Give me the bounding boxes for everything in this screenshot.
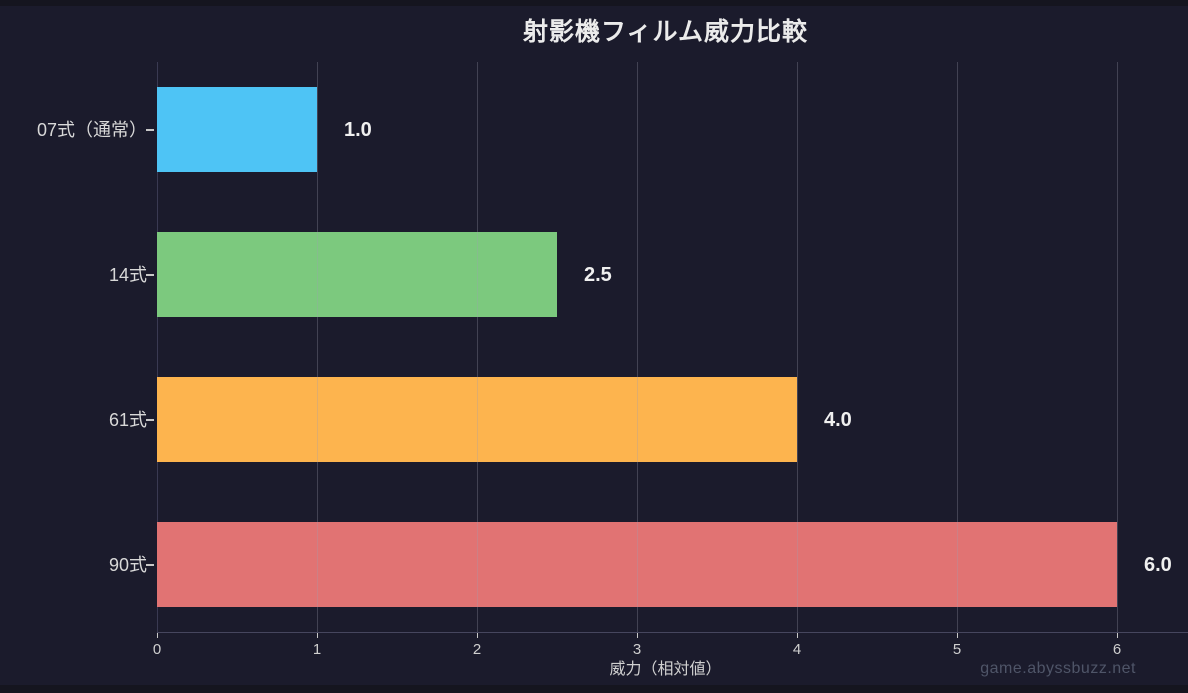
x-tick-mark (477, 633, 478, 638)
top-edge-strip (0, 0, 1188, 6)
x-tick-label: 4 (792, 641, 802, 658)
bar-07式（通常） (157, 87, 317, 172)
bar-14式 (157, 232, 557, 317)
gridline (797, 62, 798, 632)
x-tick-label: 3 (632, 641, 642, 658)
y-tick-label: 90式 (108, 555, 147, 575)
bar-value-label: 2.5 (584, 264, 612, 286)
y-tick-label: 07式（通常） (36, 120, 147, 140)
gridline (477, 62, 478, 632)
gridline (637, 62, 638, 632)
x-tick-label: 5 (952, 641, 962, 658)
y-tick-mark (146, 419, 154, 421)
bar-90式 (157, 522, 1117, 607)
y-tick-label: 14式 (108, 265, 147, 285)
gridline (957, 62, 958, 632)
x-tick-label: 0 (152, 641, 162, 658)
bar-61式 (157, 377, 797, 462)
x-axis-spine (157, 632, 1188, 633)
y-axis-spine (157, 62, 158, 632)
x-tick-mark (157, 633, 158, 638)
bar-value-label: 6.0 (1144, 554, 1172, 576)
gridline (1117, 62, 1118, 632)
bar-value-label: 1.0 (344, 119, 372, 141)
y-tick-mark (146, 274, 154, 276)
x-tick-mark (797, 633, 798, 638)
y-tick-label: 61式 (108, 410, 147, 430)
bottom-edge-strip (0, 685, 1188, 693)
bar-value-label: 4.0 (824, 409, 852, 431)
y-tick-mark (146, 129, 154, 131)
x-axis-label: 威力（相対値） (609, 661, 722, 678)
y-tick-mark (146, 564, 154, 566)
x-tick-mark (637, 633, 638, 638)
x-tick-mark (1117, 633, 1118, 638)
x-tick-label: 1 (312, 641, 322, 658)
gridline (317, 62, 318, 632)
x-tick-mark (957, 633, 958, 638)
x-tick-label: 6 (1112, 641, 1122, 658)
x-tick-mark (317, 633, 318, 638)
x-tick-label: 2 (472, 641, 482, 658)
watermark: game.abyssbuzz.net (980, 660, 1136, 677)
chart-title: 射影機フィルム威力比較 (522, 18, 808, 46)
